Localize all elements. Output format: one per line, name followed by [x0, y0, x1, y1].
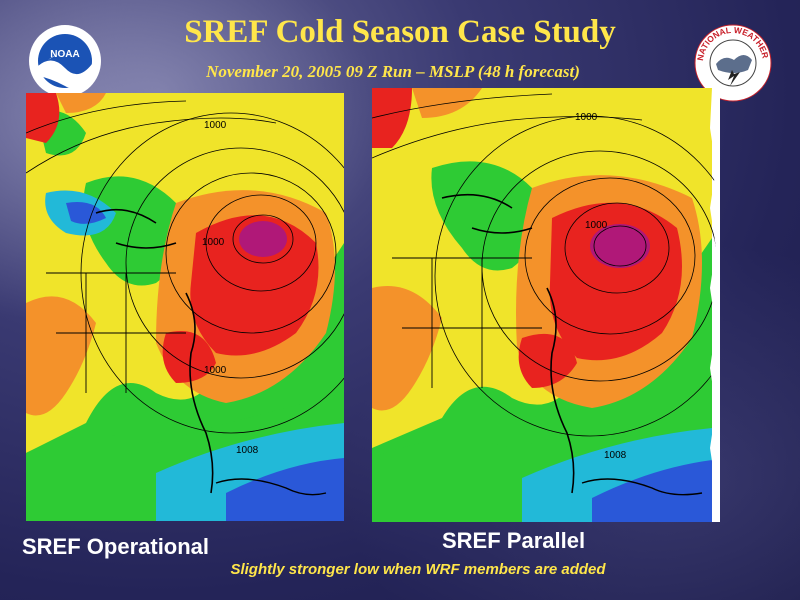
- caption-operational: SREF Operational: [22, 534, 210, 559]
- contour-label: 1000: [204, 120, 227, 131]
- contour-label: 1008: [236, 445, 259, 456]
- contour-label: 1000: [202, 237, 225, 248]
- nws-logo: NATIONAL WEATHER SERVICE: [691, 16, 772, 102]
- noaa-logo: NOAA: [28, 24, 102, 98]
- slide-subtitle: November 20, 2005 09 Z Run – MSLP (48 h …: [206, 62, 580, 81]
- mslp-map-parallel: 1000 1000 1008: [372, 88, 720, 522]
- noaa-logo-text: NOAA: [50, 49, 79, 60]
- contour-label: 1008: [604, 450, 627, 461]
- slide-note: Slightly stronger low when WRF members a…: [230, 561, 606, 578]
- contour-label: 1000: [575, 112, 598, 123]
- map-panel-operational: 1000 1000 1000 1008: [26, 93, 344, 521]
- mslp-map-operational: 1000 1000 1000 1008: [26, 93, 344, 521]
- caption-parallel: SREF Parallel: [442, 528, 586, 553]
- contour-label: 1000: [585, 220, 608, 231]
- contour-label: 1000: [204, 365, 227, 376]
- slide-title: SREF Cold Season Case Study: [184, 14, 616, 50]
- map-panel-parallel: 1000 1000 1008: [372, 88, 720, 522]
